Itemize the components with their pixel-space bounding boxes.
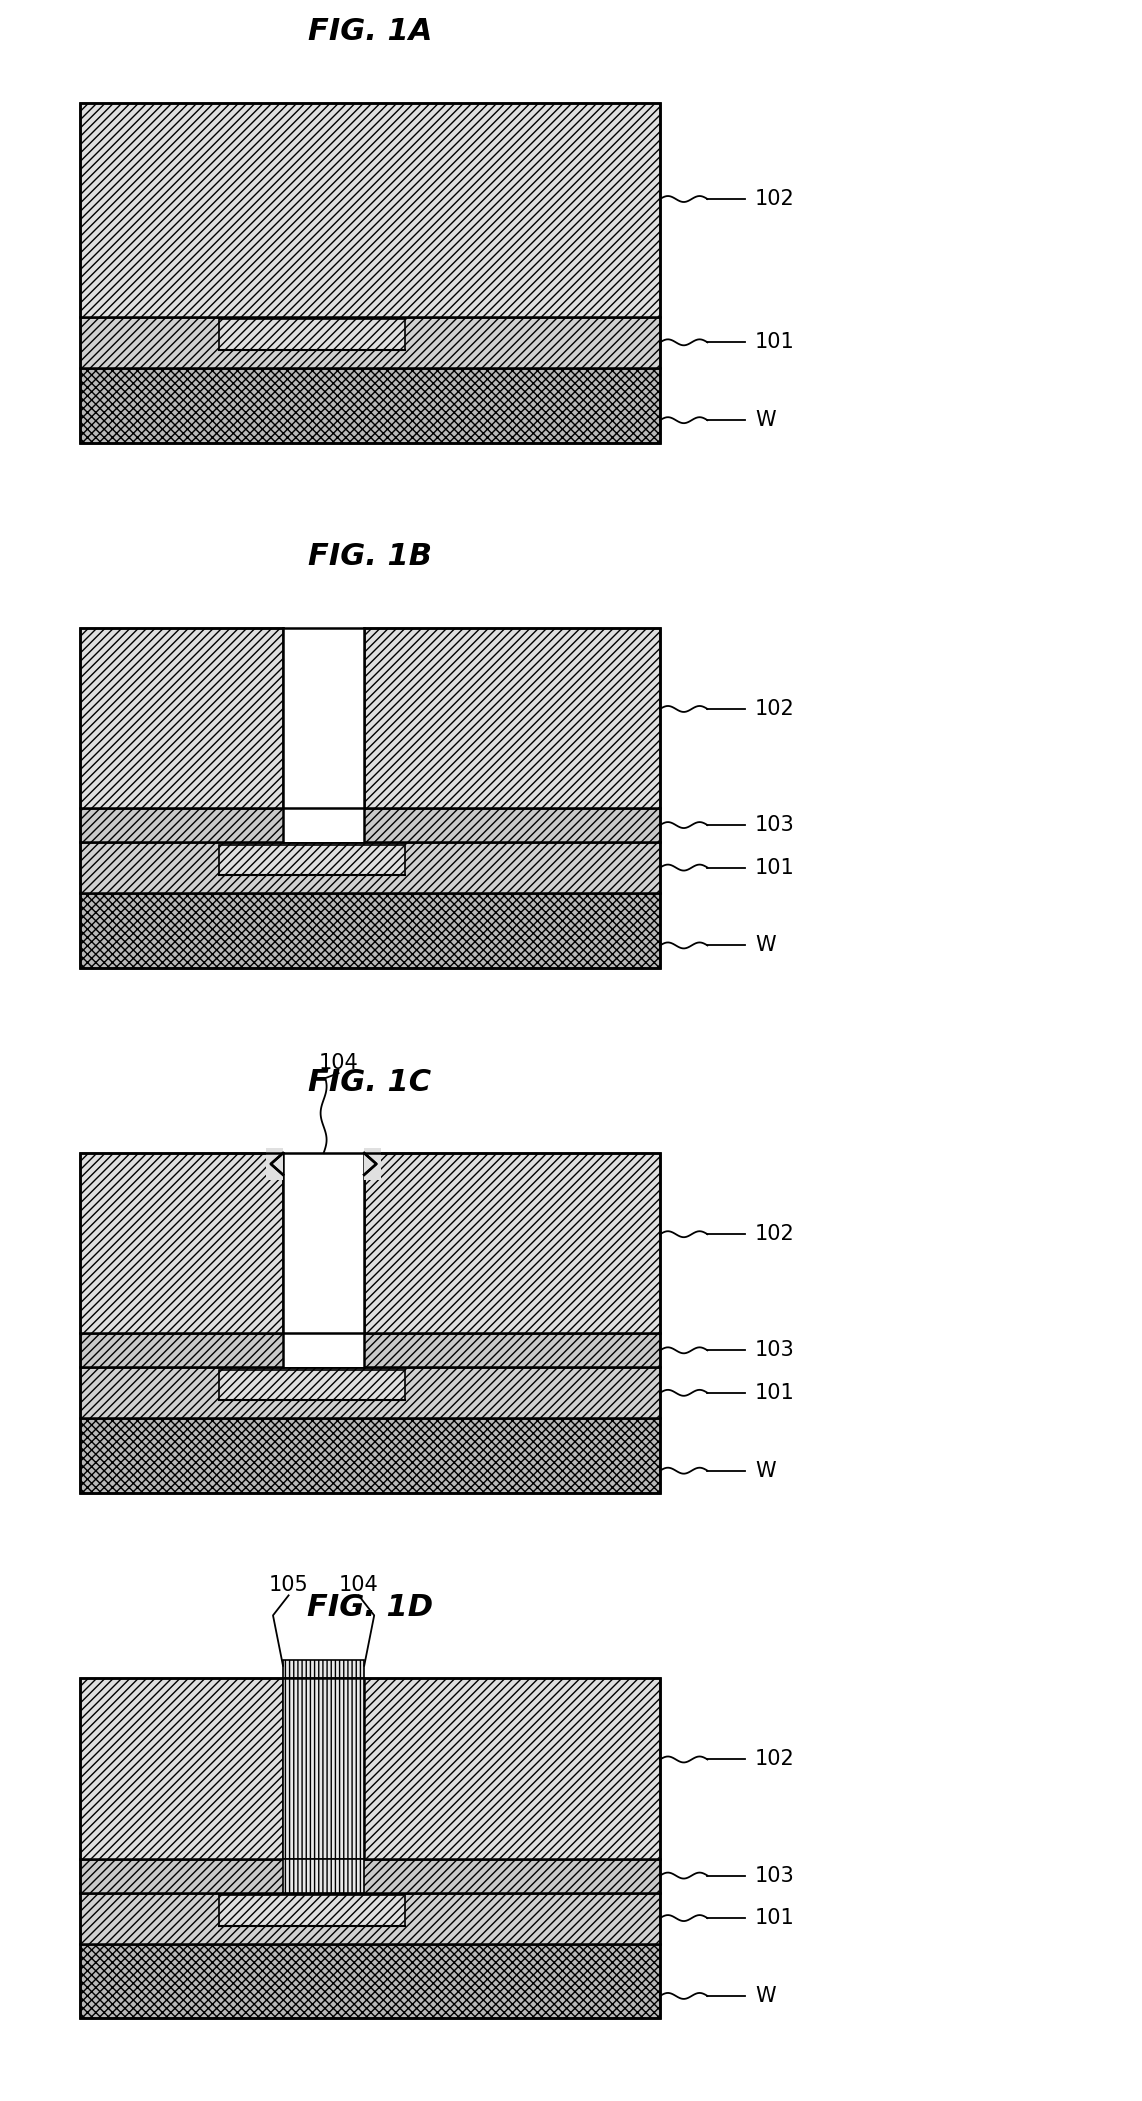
Text: 102: 102 [755,1750,795,1769]
Bar [80,843,660,893]
Text: FIG. 1A: FIG. 1A [308,17,432,46]
Bar [80,368,660,443]
Bar [80,103,660,317]
Bar [283,1153,364,1334]
Text: 101: 101 [755,1382,795,1403]
Text: 101: 101 [755,1908,795,1929]
Text: 104: 104 [339,1576,378,1595]
Bar [80,317,660,368]
Bar [80,1418,660,1494]
Text: FIG. 1B: FIG. 1B [308,542,432,571]
Bar [283,1679,364,1859]
Bar [364,1147,381,1181]
Bar [283,1334,364,1368]
Bar [80,1893,660,1943]
Text: 101: 101 [755,332,795,353]
Text: W: W [755,410,775,431]
Text: FIG. 1D: FIG. 1D [307,1593,433,1622]
Bar [80,809,660,843]
Bar [80,893,660,969]
Text: 103: 103 [755,815,795,834]
Bar [283,1859,364,1893]
Bar [80,628,660,969]
Text: 102: 102 [755,189,795,208]
Bar [219,845,404,876]
Bar [80,1679,283,1859]
Bar [80,1943,660,2019]
Bar [80,1153,283,1334]
Bar [364,1679,660,1859]
Text: 102: 102 [755,700,795,719]
Bar [283,1660,364,1679]
Bar [219,319,404,351]
Text: 105: 105 [268,1576,308,1595]
Bar [80,628,283,809]
Bar [364,1153,660,1334]
Bar [80,1334,660,1368]
Bar [80,1859,660,1893]
Bar [219,1895,404,1927]
Bar [80,1153,660,1494]
Text: 101: 101 [755,857,795,878]
Bar [283,809,364,843]
Text: 102: 102 [755,1225,795,1244]
Text: 104: 104 [319,1053,359,1074]
Bar [80,1368,660,1418]
Text: 103: 103 [755,1340,795,1359]
Bar [266,1147,283,1181]
Bar [219,1370,404,1401]
Bar [80,103,660,443]
Bar [283,628,364,809]
Text: W: W [755,935,775,956]
Text: 103: 103 [755,1866,795,1885]
Text: FIG. 1C: FIG. 1C [308,1067,432,1097]
Text: W: W [755,1985,775,2006]
Text: W: W [755,1460,775,1481]
Bar [364,628,660,809]
Bar [80,1679,660,2019]
